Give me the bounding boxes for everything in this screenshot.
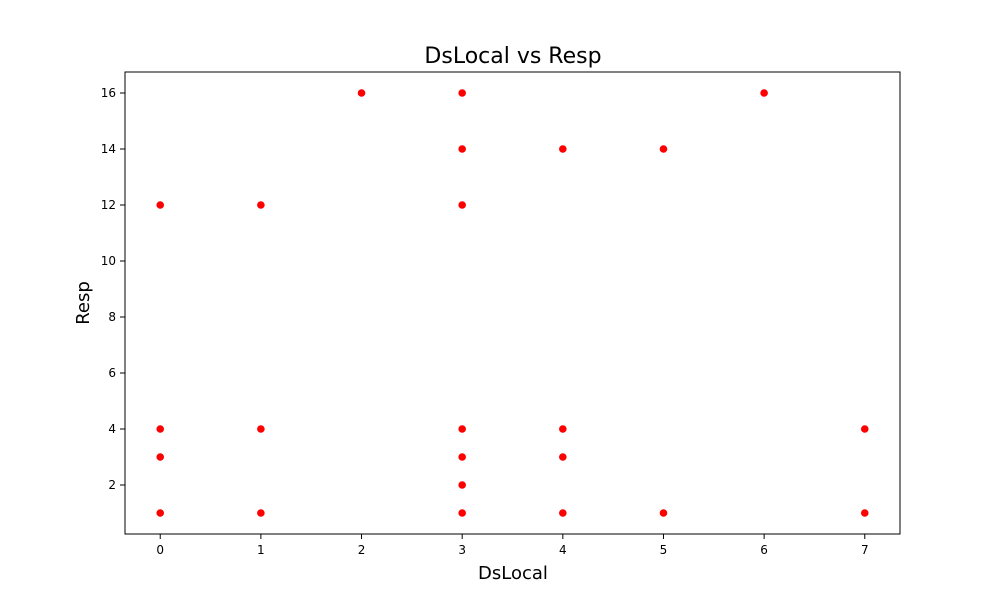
data-point [558, 144, 568, 154]
data-point [155, 200, 165, 210]
y-axis-title: Resp [73, 281, 94, 325]
y-tick-label: 8 [108, 310, 116, 324]
x-tick-label: 1 [257, 543, 265, 557]
x-tick-label: 7 [861, 543, 869, 557]
data-point [457, 452, 467, 462]
y-tick-label: 10 [101, 254, 116, 268]
data-point [457, 200, 467, 210]
plot-frame [124, 71, 901, 535]
data-point [457, 88, 467, 98]
data-point [860, 424, 870, 434]
y-tick-label: 16 [101, 86, 116, 100]
data-point [256, 508, 266, 518]
data-point [457, 144, 467, 154]
y-axis-ticks: 2 4 6 8 10 12 14 16 [101, 86, 125, 492]
data-point [457, 508, 467, 518]
x-tick-label: 6 [760, 543, 768, 557]
y-tick-label: 12 [101, 198, 116, 212]
data-point [860, 508, 870, 518]
x-axis-title: DsLocal [478, 563, 548, 584]
data-point [558, 508, 568, 518]
y-tick-label: 2 [108, 478, 116, 492]
data-point [558, 424, 568, 434]
x-tick-label: 0 [156, 543, 164, 557]
data-point [658, 508, 669, 518]
x-tick-label: 4 [559, 543, 567, 557]
data-point [155, 508, 165, 518]
data-point [155, 424, 165, 434]
data-point [155, 452, 165, 462]
x-tick-label: 2 [358, 543, 366, 557]
data-point [558, 452, 568, 462]
y-tick-label: 4 [108, 422, 116, 436]
x-axis-ticks: 0 1 2 3 4 5 6 7 [156, 534, 869, 557]
x-tick-label: 3 [458, 543, 466, 557]
data-point [658, 144, 669, 154]
data-points [155, 88, 870, 518]
data-point [356, 88, 367, 98]
data-point [256, 200, 266, 210]
data-point [457, 424, 467, 434]
data-point [759, 88, 769, 98]
chart-title: DsLocal vs Resp [424, 44, 601, 69]
x-tick-label: 5 [660, 543, 668, 557]
data-point [256, 424, 266, 434]
data-point [457, 480, 467, 490]
y-tick-label: 14 [101, 142, 116, 156]
y-tick-label: 6 [108, 366, 116, 380]
